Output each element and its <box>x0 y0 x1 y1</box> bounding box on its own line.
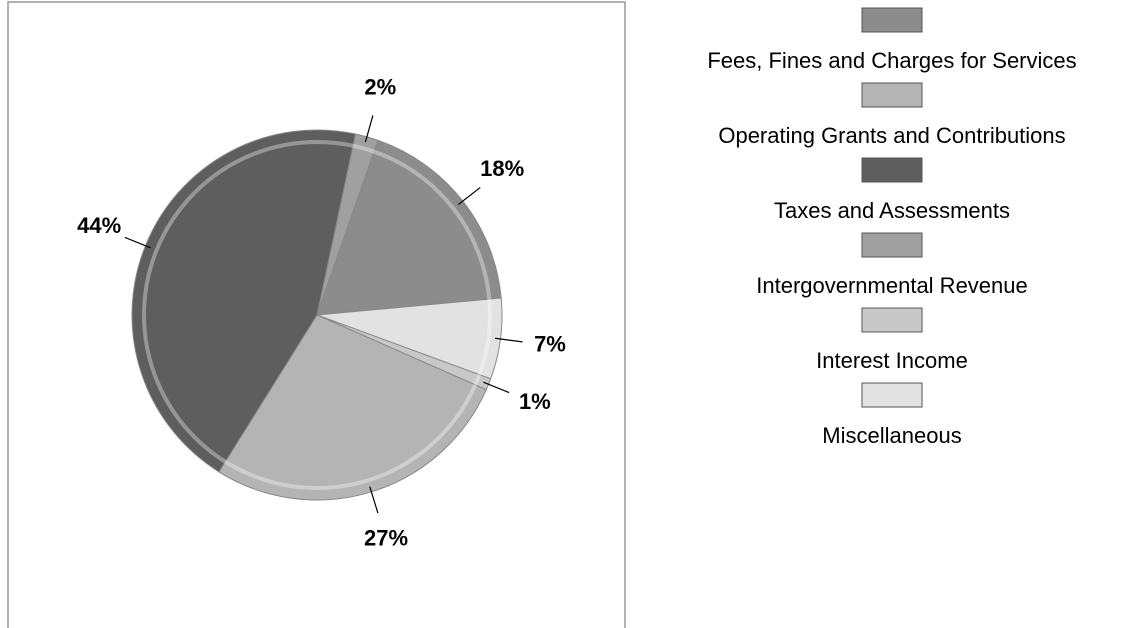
legend-swatch <box>861 7 923 33</box>
legend-label: Interest Income <box>816 348 968 373</box>
data-label: 1% <box>519 389 551 414</box>
legend-label: Miscellaneous <box>822 423 961 448</box>
legend-label: Fees, Fines and Charges for Services <box>707 48 1076 73</box>
plot-frame <box>7 1 626 628</box>
leader-line <box>369 486 379 514</box>
legend-swatch <box>861 382 923 408</box>
leader-line <box>364 115 374 143</box>
leader-line <box>458 186 481 205</box>
legend-swatch <box>861 82 923 108</box>
pie-rim <box>142 140 492 490</box>
leader-line <box>494 337 523 343</box>
data-label: 27% <box>364 525 408 550</box>
legend-label: Taxes and Assessments <box>774 198 1010 223</box>
legend-swatch <box>861 157 923 183</box>
data-label: 7% <box>534 331 566 356</box>
leader-line <box>124 236 151 249</box>
legend-label: Intergovernmental Revenue <box>756 273 1028 298</box>
legend-swatch <box>861 232 923 258</box>
data-label: 44% <box>77 213 121 238</box>
data-label: 2% <box>364 75 396 100</box>
data-label: 18% <box>480 156 524 181</box>
leader-line <box>483 381 510 394</box>
legend-swatch <box>861 307 923 333</box>
legend-label: Operating Grants and Contributions <box>718 123 1065 148</box>
